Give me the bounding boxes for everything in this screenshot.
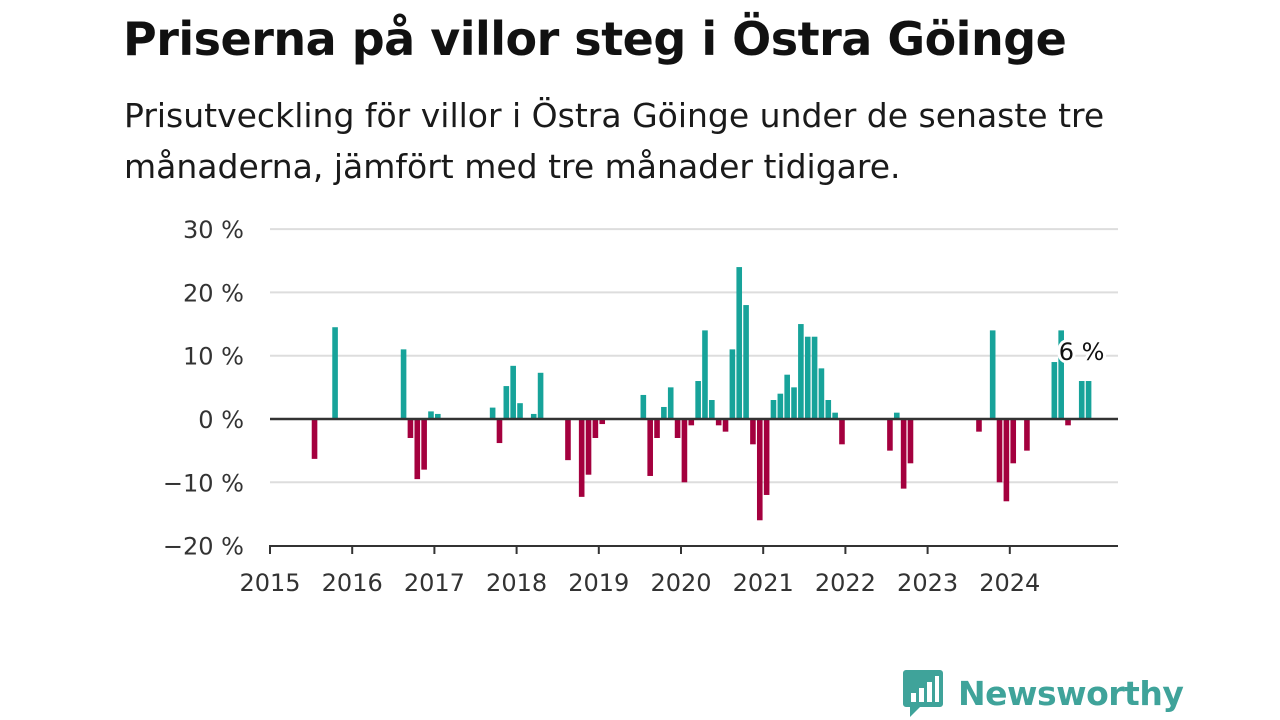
x-tick-label: 2023 bbox=[897, 569, 958, 597]
x-tick-label: 2024 bbox=[979, 569, 1040, 597]
bar bbox=[722, 419, 729, 432]
bar bbox=[1010, 419, 1017, 464]
bar bbox=[976, 419, 982, 432]
bar bbox=[565, 419, 571, 461]
y-tick-label: 10 % bbox=[183, 343, 244, 371]
bar bbox=[900, 419, 907, 489]
bar bbox=[804, 336, 811, 419]
x-axis-ticks bbox=[269, 546, 1011, 554]
bar bbox=[647, 419, 653, 476]
brand-name: Newsworthy bbox=[958, 673, 1184, 713]
y-tick-label: 30 % bbox=[183, 216, 244, 244]
y-tick-label: −20 % bbox=[163, 533, 244, 561]
bar bbox=[674, 419, 681, 438]
bar bbox=[1003, 419, 1010, 502]
x-tick-label: 2022 bbox=[815, 569, 876, 597]
bar bbox=[756, 419, 763, 521]
bar bbox=[435, 413, 441, 419]
bar bbox=[784, 374, 790, 419]
bar bbox=[736, 267, 743, 419]
bar bbox=[585, 419, 592, 475]
bar bbox=[332, 327, 338, 419]
bar bbox=[811, 336, 818, 419]
bar bbox=[681, 419, 688, 483]
x-tick-label: 2021 bbox=[733, 569, 794, 597]
bar bbox=[496, 419, 503, 444]
x-axis-labels: 2015 2016 2017 2018 2019 2020 2021 2022 2023 2024 bbox=[239, 569, 1040, 597]
bar bbox=[907, 419, 914, 464]
bar bbox=[770, 400, 777, 419]
bar bbox=[893, 412, 900, 419]
y-tick-label: −10 % bbox=[163, 469, 244, 497]
chart-subtitle: Prisutveckling för villor i Östra Göinge… bbox=[124, 96, 1105, 186]
bar bbox=[578, 419, 585, 497]
bar bbox=[640, 394, 647, 419]
y-tick-label: 0 % bbox=[198, 406, 244, 434]
bar bbox=[414, 419, 421, 480]
bar bbox=[743, 305, 749, 419]
bar bbox=[428, 411, 434, 419]
bar bbox=[1078, 381, 1085, 419]
bar bbox=[1085, 381, 1092, 419]
bar bbox=[763, 419, 770, 495]
bar-chart: 30 %20 %10 %0 %−10 %−20 % 2015 2016 2017 20… bbox=[163, 216, 1118, 597]
x-tick-label: 2020 bbox=[650, 569, 711, 597]
x-tick-label: 2018 bbox=[486, 569, 547, 597]
bar bbox=[489, 407, 496, 419]
bar bbox=[839, 419, 845, 445]
bar bbox=[715, 419, 722, 426]
bar bbox=[592, 419, 599, 438]
y-axis-labels: 30 % 20 % 10 % 0 % −10 % −20 % bbox=[163, 216, 244, 560]
bar bbox=[791, 387, 797, 419]
bar bbox=[503, 386, 510, 419]
y-tick-label: 20 % bbox=[183, 279, 244, 307]
x-tick-label: 2016 bbox=[322, 569, 383, 597]
last-value-annotation: 6 % bbox=[1056, 335, 1108, 369]
bar bbox=[654, 419, 660, 438]
bar bbox=[798, 324, 804, 419]
bar bbox=[818, 368, 825, 419]
bar bbox=[407, 419, 414, 438]
x-tick-label: 2015 bbox=[239, 569, 300, 597]
bar bbox=[702, 330, 708, 419]
bar bbox=[709, 400, 715, 419]
bar bbox=[400, 349, 407, 419]
bar bbox=[517, 403, 523, 419]
bar bbox=[887, 419, 893, 451]
bar bbox=[537, 372, 544, 419]
bar bbox=[1051, 362, 1058, 419]
bar bbox=[1065, 419, 1071, 426]
bar bbox=[311, 419, 318, 459]
bar bbox=[1058, 330, 1064, 419]
bar bbox=[421, 419, 427, 470]
newsworthy-logo: Newsworthy bbox=[902, 668, 1184, 718]
bar bbox=[989, 330, 996, 419]
bars bbox=[311, 267, 1092, 521]
bar bbox=[750, 419, 756, 445]
bar bbox=[688, 419, 695, 426]
annotation-label: 6 % bbox=[1059, 338, 1105, 366]
bar bbox=[777, 393, 784, 419]
bar bbox=[825, 400, 832, 419]
bar bbox=[1024, 419, 1030, 451]
bar bbox=[599, 419, 606, 425]
bar bbox=[695, 381, 701, 419]
bar bbox=[667, 387, 674, 419]
bar bbox=[729, 349, 736, 419]
bar bbox=[661, 406, 667, 419]
bar bbox=[510, 365, 516, 419]
x-tick-label: 2017 bbox=[404, 569, 465, 597]
gridlines bbox=[270, 228, 1118, 484]
bar bbox=[996, 419, 1003, 483]
newsworthy-logo-icon bbox=[903, 670, 943, 717]
x-tick-label: 2019 bbox=[568, 569, 629, 597]
bar bbox=[832, 412, 838, 419]
bar bbox=[530, 413, 537, 419]
chart-title: Priserna på villor steg i Östra Göinge bbox=[123, 12, 1067, 66]
